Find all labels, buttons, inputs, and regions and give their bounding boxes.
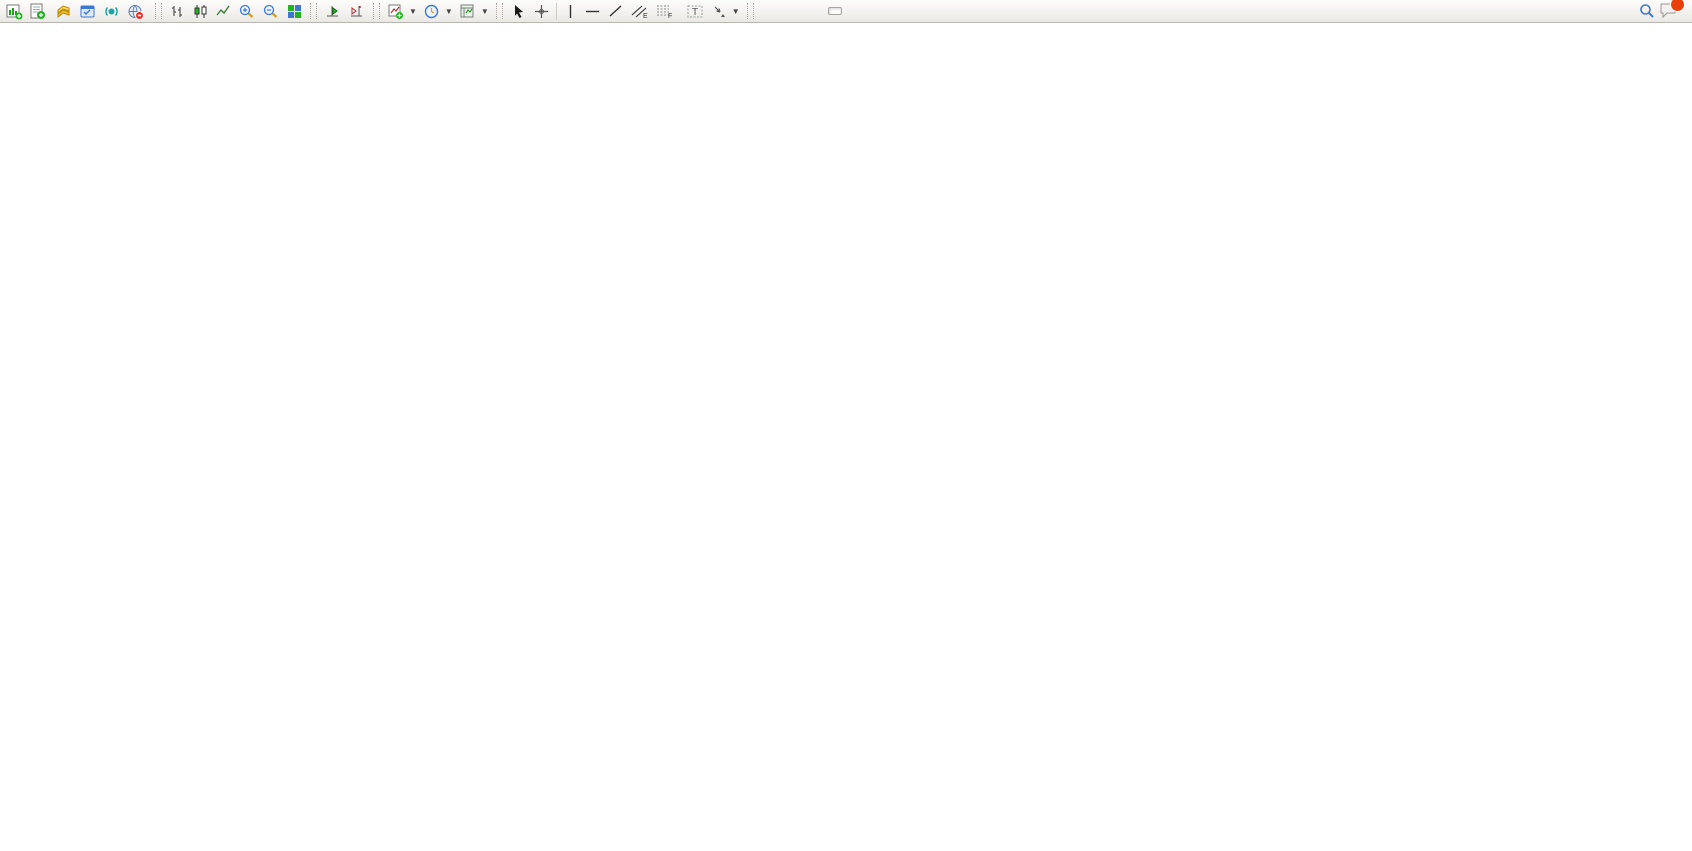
tab-timeframe-m30[interactable] — [800, 7, 814, 15]
trendline-icon — [609, 4, 622, 17]
vertical-line-tool-button[interactable] — [560, 1, 581, 21]
cursor-tool-button[interactable] — [507, 1, 530, 21]
toolbar-separator — [555, 2, 557, 20]
trendline-tool-button[interactable] — [604, 1, 627, 21]
signals-icon — [105, 6, 118, 16]
periods-clock-icon — [424, 4, 439, 18]
zoom-in-button[interactable] — [235, 1, 259, 21]
channel-tool-button[interactable]: E — [627, 1, 652, 21]
crosshair-tool-button[interactable] — [530, 1, 553, 21]
main-toolbar: ▼ ▼ ▼ E F T ▼ — [0, 0, 1692, 23]
periods-dropdown-caret[interactable]: ▼ — [444, 6, 453, 16]
tab-timeframe-d1[interactable] — [842, 7, 856, 15]
cursor-icon — [514, 4, 523, 18]
new-chart-icon — [6, 4, 23, 19]
bar-chart-icon — [172, 5, 182, 17]
tab-timeframe-m5[interactable] — [772, 7, 786, 15]
new-chart-button[interactable] — [3, 1, 26, 21]
signals-button[interactable] — [100, 1, 124, 21]
indicators-icon — [388, 4, 403, 19]
arrows-shapes-icon — [714, 6, 725, 17]
navigator-icon — [80, 5, 95, 17]
tab-timeframe-h4[interactable] — [827, 7, 842, 15]
navigator-button[interactable] — [76, 1, 100, 21]
toolbar-grip — [310, 3, 317, 19]
autotrading-icon — [128, 4, 144, 20]
zoom-in-icon — [239, 4, 254, 18]
chart-shift-button[interactable] — [345, 1, 369, 21]
arrows-dropdown-caret[interactable]: ▼ — [731, 6, 740, 16]
line-chart-mode-button[interactable] — [212, 1, 235, 21]
templates-icon — [460, 4, 474, 17]
indicators-button[interactable]: ▼ — [384, 1, 420, 21]
indicators-dropdown-caret[interactable]: ▼ — [409, 6, 417, 16]
tab-timeframe-h1[interactable] — [814, 7, 828, 15]
tab-timeframe-w1[interactable] — [856, 7, 870, 15]
horizontal-line-icon — [585, 10, 599, 12]
vertical-line-icon — [569, 4, 571, 18]
svg-text:T: T — [692, 7, 698, 18]
new-order-icon — [30, 3, 45, 19]
svg-text:F: F — [668, 13, 672, 20]
templates-dropdown-caret[interactable]: ▼ — [480, 6, 489, 16]
toolbar-grip — [373, 3, 380, 19]
chart-shift-icon — [351, 5, 362, 16]
toolbar-grip — [746, 3, 754, 19]
market-watch-button[interactable] — [52, 1, 76, 21]
zoom-out-icon — [263, 4, 278, 18]
zoom-out-button[interactable] — [259, 1, 283, 21]
crosshair-icon — [534, 4, 548, 18]
new-order-button[interactable] — [26, 1, 52, 21]
tab-timeframe-m15[interactable] — [786, 7, 800, 15]
fibonacci-icon: F — [656, 5, 672, 20]
tile-windows-icon — [288, 4, 301, 18]
text-label-icon: T — [687, 5, 703, 18]
market-watch-icon — [57, 4, 70, 18]
auto-scroll-icon — [327, 5, 338, 16]
notifications-button[interactable] — [1659, 0, 1685, 22]
svg-text:E: E — [643, 13, 648, 20]
search-button[interactable] — [1635, 1, 1659, 21]
bar-chart-mode-button[interactable] — [166, 1, 189, 21]
text-tool-button[interactable] — [677, 1, 683, 21]
tab-timeframe-m1[interactable] — [758, 7, 772, 15]
tab-timeframe-mn[interactable] — [870, 7, 884, 15]
candlestick-mode-icon — [194, 4, 207, 18]
tile-windows-button[interactable] — [283, 1, 306, 21]
toolbar-grip — [155, 3, 162, 19]
arrows-tool-button[interactable]: ▼ — [708, 1, 743, 21]
line-chart-icon — [216, 5, 230, 15]
autotrading-button[interactable] — [124, 1, 151, 21]
equidistant-channel-icon: E — [631, 5, 648, 20]
periods-button[interactable]: ▼ — [420, 1, 456, 21]
search-icon — [1640, 4, 1654, 18]
horizontal-line-tool-button[interactable] — [581, 1, 604, 21]
templates-button[interactable]: ▼ — [456, 1, 492, 21]
notification-badge — [1670, 0, 1685, 12]
toolbar-grip — [495, 3, 503, 19]
text-label-tool-button[interactable]: T — [683, 1, 708, 21]
candlestick-mode-button[interactable] — [189, 1, 212, 21]
auto-scroll-button[interactable] — [321, 1, 345, 21]
fibonacci-tool-button[interactable]: F — [652, 1, 677, 21]
